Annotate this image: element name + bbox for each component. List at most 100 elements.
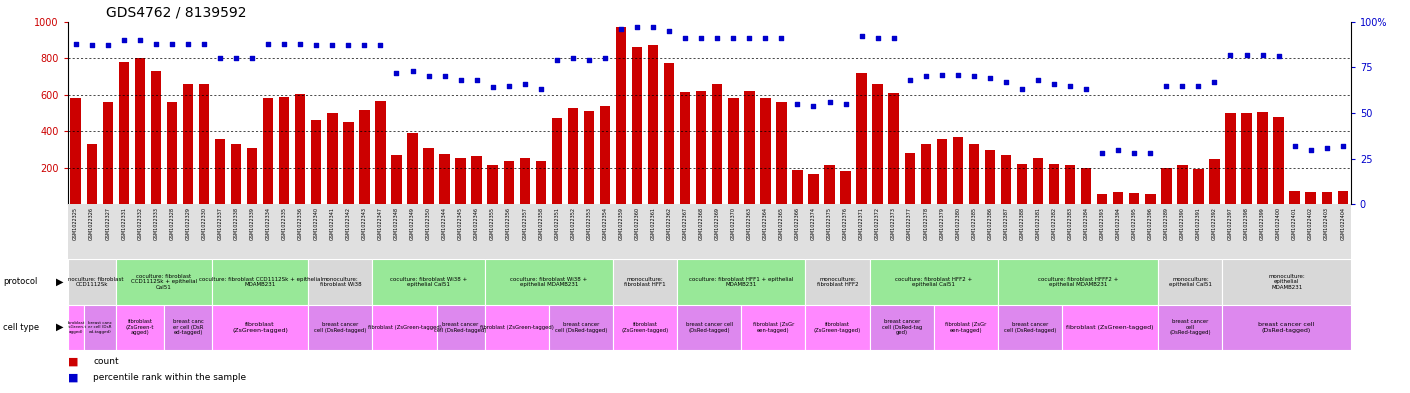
Point: [274, 40, 296, 47]
Bar: [742, 305, 805, 350]
Text: GSM1022397: GSM1022397: [1228, 207, 1232, 240]
Point: [369, 42, 392, 48]
Bar: [1222, 305, 1351, 350]
Bar: [870, 259, 998, 305]
Point: [979, 75, 1001, 81]
Point: [594, 55, 616, 61]
Text: GSM1022390: GSM1022390: [1180, 207, 1184, 240]
Point: [1268, 53, 1290, 59]
Point: [1155, 83, 1177, 89]
Point: [321, 42, 344, 48]
Text: fibroblast
(ZsGreen-t
agged): fibroblast (ZsGreen-t agged): [65, 321, 87, 334]
Text: GSM1022351: GSM1022351: [554, 207, 560, 240]
Point: [128, 37, 151, 43]
Text: GSM1022378: GSM1022378: [924, 207, 928, 240]
Text: GSM1022362: GSM1022362: [667, 207, 671, 240]
Text: GSM1022399: GSM1022399: [1261, 207, 1265, 240]
Text: GSM1022387: GSM1022387: [1004, 207, 1008, 240]
Text: GSM1022374: GSM1022374: [811, 207, 816, 240]
Text: GSM1022334: GSM1022334: [265, 207, 271, 240]
Bar: [440, 154, 450, 204]
Bar: [183, 84, 193, 204]
Point: [561, 55, 584, 61]
Bar: [118, 62, 130, 204]
Bar: [1081, 168, 1091, 204]
Point: [787, 101, 809, 107]
Bar: [212, 305, 309, 350]
Text: GSM1022350: GSM1022350: [426, 207, 431, 240]
Bar: [697, 91, 706, 204]
Point: [417, 73, 440, 79]
Bar: [1222, 259, 1351, 305]
Point: [609, 26, 632, 32]
Text: GSM1022379: GSM1022379: [939, 207, 945, 240]
Text: GSM1022368: GSM1022368: [699, 207, 704, 240]
Bar: [1158, 259, 1222, 305]
Text: GSM1022365: GSM1022365: [778, 207, 784, 240]
Point: [80, 42, 103, 48]
Text: GSM1022389: GSM1022389: [1163, 207, 1169, 240]
Text: GSM1022401: GSM1022401: [1292, 207, 1297, 240]
Text: GSM1022377: GSM1022377: [907, 207, 912, 240]
Text: GSM1022367: GSM1022367: [682, 207, 688, 240]
Bar: [231, 144, 241, 204]
Point: [465, 77, 488, 83]
Point: [337, 42, 360, 48]
Text: GSM1022372: GSM1022372: [876, 207, 880, 240]
Text: GSM1022381: GSM1022381: [1035, 207, 1041, 240]
Bar: [888, 93, 900, 204]
Text: GSM1022396: GSM1022396: [1148, 207, 1153, 240]
Text: breast cancer
cell
(DsRed-tagged): breast cancer cell (DsRed-tagged): [1169, 319, 1211, 336]
Bar: [805, 259, 870, 305]
Bar: [485, 305, 548, 350]
Text: breast cancer
cell (DsRed-tagged): breast cancer cell (DsRed-tagged): [554, 322, 608, 332]
Text: GSM1022393: GSM1022393: [1100, 207, 1104, 240]
Point: [161, 40, 183, 47]
Text: GSM1022388: GSM1022388: [1019, 207, 1025, 240]
Point: [722, 35, 744, 41]
Text: protocol: protocol: [3, 277, 37, 286]
Text: monoculture:
fibroblast HFF2: monoculture: fibroblast HFF2: [816, 277, 859, 287]
Bar: [548, 305, 613, 350]
Bar: [164, 305, 212, 350]
Point: [1043, 81, 1066, 87]
Text: GDS4762 / 8139592: GDS4762 / 8139592: [106, 5, 247, 19]
Bar: [613, 305, 677, 350]
Bar: [1032, 158, 1043, 204]
Bar: [309, 305, 372, 350]
Bar: [984, 149, 995, 204]
Text: GSM1022352: GSM1022352: [571, 207, 575, 240]
Point: [850, 33, 873, 39]
Bar: [568, 108, 578, 204]
Bar: [1112, 191, 1124, 204]
Text: GSM1022371: GSM1022371: [859, 207, 864, 240]
Text: GSM1022361: GSM1022361: [650, 207, 656, 240]
Text: GSM1022383: GSM1022383: [1067, 207, 1073, 240]
Point: [1300, 146, 1323, 152]
Point: [513, 81, 536, 87]
Text: GSM1022363: GSM1022363: [747, 207, 752, 240]
Bar: [1097, 194, 1107, 204]
Bar: [86, 144, 97, 204]
Bar: [519, 158, 530, 204]
Text: GSM1022337: GSM1022337: [217, 207, 223, 240]
Point: [1026, 77, 1049, 83]
Text: monoculture:
fibroblast Wi38: monoculture: fibroblast Wi38: [320, 277, 361, 287]
Bar: [70, 98, 80, 204]
Text: GSM1022402: GSM1022402: [1308, 207, 1313, 240]
Text: GSM1022357: GSM1022357: [522, 207, 527, 240]
Text: GSM1022339: GSM1022339: [250, 207, 255, 240]
Point: [193, 40, 216, 47]
Bar: [1289, 191, 1300, 204]
Bar: [485, 259, 613, 305]
Text: GSM1022403: GSM1022403: [1324, 207, 1330, 240]
Text: breast cancer
cell (DsRed-tagged): breast cancer cell (DsRed-tagged): [314, 322, 367, 332]
Text: GSM1022355: GSM1022355: [491, 207, 495, 240]
Point: [1235, 51, 1258, 58]
Point: [145, 40, 168, 47]
Bar: [1049, 164, 1059, 204]
Text: GSM1022391: GSM1022391: [1196, 207, 1201, 240]
Text: GSM1022333: GSM1022333: [154, 207, 158, 240]
Text: GSM1022375: GSM1022375: [828, 207, 832, 240]
Text: GSM1022364: GSM1022364: [763, 207, 768, 240]
